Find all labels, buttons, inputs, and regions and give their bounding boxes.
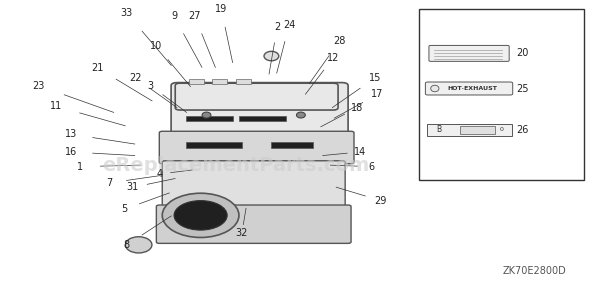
Text: 2: 2 [274,22,280,32]
Ellipse shape [431,85,439,92]
Ellipse shape [174,201,227,230]
Text: 0: 0 [500,127,503,132]
Ellipse shape [296,112,306,118]
Bar [271,142,313,148]
Text: 27: 27 [188,11,201,21]
Text: eReplacementParts.com: eReplacementParts.com [103,156,369,175]
Bar [189,79,204,84]
Text: 10: 10 [150,41,162,51]
Bar [186,116,233,121]
Bar [239,116,286,121]
Ellipse shape [202,112,211,118]
Text: ZK70E2800D: ZK70E2800D [503,266,566,276]
Text: 6: 6 [369,162,375,172]
Text: 12: 12 [327,53,339,63]
Text: 23: 23 [32,81,44,91]
FancyBboxPatch shape [175,83,338,110]
Text: 4: 4 [156,169,162,179]
Text: 29: 29 [375,196,386,206]
Text: 17: 17 [372,89,384,99]
Text: 9: 9 [171,11,177,21]
Text: 22: 22 [129,73,142,83]
Text: 26: 26 [516,125,528,135]
Bar [186,142,242,148]
Text: 8: 8 [124,240,130,250]
Bar [212,79,227,84]
FancyBboxPatch shape [171,83,348,142]
FancyBboxPatch shape [429,45,509,61]
Text: 5: 5 [121,204,127,214]
Text: 20: 20 [516,48,528,58]
Bar [419,9,584,180]
Bar [236,79,251,84]
Text: B: B [436,125,441,134]
Text: 13: 13 [65,129,77,139]
FancyBboxPatch shape [162,161,345,208]
Ellipse shape [162,193,239,237]
Text: HOT·EXHAUST: HOT·EXHAUST [447,86,497,91]
Text: 7: 7 [106,178,112,188]
FancyBboxPatch shape [159,131,354,164]
Text: 11: 11 [50,101,62,111]
Text: 19: 19 [215,4,227,14]
Text: 25: 25 [516,83,529,94]
Text: 33: 33 [121,8,133,18]
Text: 1: 1 [77,162,83,172]
Text: 18: 18 [351,103,363,113]
Text: 21: 21 [91,63,103,73]
FancyBboxPatch shape [156,205,351,243]
Text: 28: 28 [333,36,345,46]
Text: 31: 31 [127,182,139,192]
Text: 3: 3 [148,81,153,91]
Text: 15: 15 [369,73,381,83]
FancyBboxPatch shape [427,124,512,136]
FancyBboxPatch shape [460,126,495,134]
Text: 14: 14 [354,147,366,157]
FancyBboxPatch shape [425,82,513,95]
Text: 24: 24 [283,20,295,30]
Ellipse shape [264,51,279,61]
Ellipse shape [125,237,152,253]
Text: 32: 32 [236,228,248,238]
Text: 16: 16 [65,147,77,157]
